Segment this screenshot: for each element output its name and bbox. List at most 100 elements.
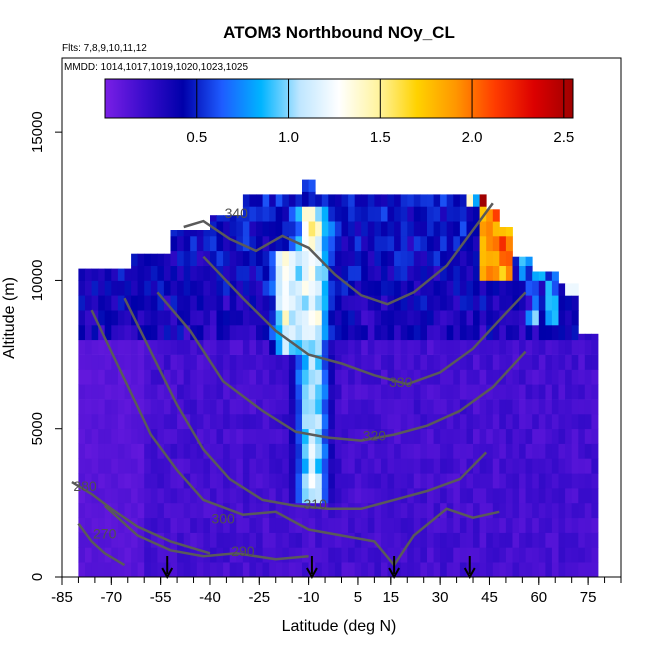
heatmap-cell (505, 488, 513, 504)
heatmap-cell (203, 473, 211, 489)
heatmap-cell (210, 339, 217, 355)
heatmap-cell (348, 547, 356, 563)
heatmap-cell (551, 295, 559, 311)
heatmap-cell (249, 502, 257, 519)
heatmap-cell (532, 488, 540, 504)
heatmap-cell (236, 215, 244, 222)
heatmap-cell (85, 488, 92, 504)
heatmap-cell (479, 250, 487, 266)
heatmap-cell (551, 384, 559, 400)
heatmap-cell (466, 458, 474, 474)
heatmap-cell (196, 369, 204, 385)
heatmap-cell (519, 369, 527, 385)
heatmap-cell (216, 295, 224, 311)
heatmap-cell (137, 562, 145, 577)
heatmap-cell (584, 547, 592, 563)
heatmap-cell (387, 488, 395, 504)
heatmap-cell (453, 458, 461, 474)
heatmap-cell (571, 458, 579, 474)
heatmap-cell (387, 458, 395, 474)
heatmap-cell (288, 458, 296, 474)
heatmap-cell (242, 339, 250, 355)
heatmap-cell (144, 488, 152, 504)
heatmap-cell (479, 295, 487, 311)
heatmap-cell (229, 354, 237, 370)
heatmap-cell (459, 458, 467, 474)
heatmap-cell (269, 413, 277, 430)
heatmap-cell (420, 428, 428, 444)
heatmap-cell (381, 310, 388, 326)
heatmap-cell (242, 250, 250, 266)
heatmap-cell (532, 295, 540, 311)
heatmap-cell (413, 250, 421, 266)
x-axis: -85 -70 -55 -40 -25 -10 5 15 30 45 60 75 (51, 576, 622, 606)
heatmap-cell (492, 250, 500, 266)
heatmap-cell (440, 206, 448, 222)
heatmap-cell (538, 443, 546, 459)
heatmap-cell (210, 517, 217, 533)
heatmap-cell (85, 324, 92, 341)
heatmap-cell (341, 399, 349, 415)
heatmap-cell (341, 413, 349, 430)
heatmap-cell (98, 547, 106, 563)
heatmap-cell (427, 399, 434, 415)
heatmap-cell (302, 502, 309, 519)
heatmap-cell (190, 235, 198, 252)
heatmap-cell (407, 547, 415, 563)
heatmap-cell (473, 310, 480, 326)
heatmap-cell (302, 443, 309, 459)
heatmap-cell (525, 532, 533, 548)
heatmap-cell (124, 458, 132, 474)
heatmap-cell (262, 443, 270, 459)
heatmap-cell (394, 547, 402, 563)
heatmap-cell (216, 384, 224, 400)
heatmap-cell (275, 295, 283, 311)
heatmap-cell (499, 384, 507, 400)
heatmap-cell (367, 473, 375, 489)
heatmap-cell (433, 295, 441, 311)
heatmap-cell (341, 354, 349, 370)
heatmap-cell (499, 458, 507, 474)
heatmap-cell (91, 339, 99, 355)
heatmap-cell (308, 339, 316, 355)
heatmap-cell (479, 324, 487, 341)
heatmap-cell (262, 428, 270, 444)
heatmap-cell (282, 354, 290, 370)
heatmap-cell (177, 562, 185, 577)
heatmap-cell (551, 339, 559, 355)
heatmap-cell (427, 206, 434, 222)
heatmap-cell (387, 339, 395, 355)
heatmap-cell (519, 295, 527, 311)
heatmap-cell (262, 473, 270, 489)
heatmap-cell (144, 295, 152, 311)
heatmap-cell (223, 458, 231, 474)
heatmap-cell (486, 250, 494, 266)
heatmap-cell (196, 310, 204, 326)
heatmap-cell (479, 310, 487, 326)
heatmap-cell (532, 271, 540, 281)
heatmap-cell (210, 235, 217, 252)
heatmap-cell (387, 280, 395, 296)
heatmap-cell (210, 399, 217, 415)
heatmap-cell (558, 324, 566, 341)
heatmap-cell (256, 502, 263, 519)
heatmap-cell (440, 280, 448, 296)
heatmap-cell (420, 354, 428, 370)
heatmap-cell (210, 324, 217, 341)
heatmap-cell (486, 399, 494, 415)
heatmap-cell (78, 428, 86, 444)
heatmap-cell (486, 209, 494, 222)
heatmap-cell (315, 458, 323, 474)
heatmap-cell (308, 517, 316, 533)
heatmap-cell (131, 280, 139, 296)
heatmap-cell (348, 428, 356, 444)
heatmap-cell (512, 280, 520, 296)
heatmap-cell (190, 280, 198, 296)
heatmap-cell (519, 310, 527, 326)
heatmap-cell (453, 295, 461, 311)
heatmap-cell (98, 473, 106, 489)
heatmap-cell (137, 443, 145, 459)
heatmap-cell (282, 265, 290, 281)
heatmap-cell (256, 547, 263, 563)
heatmap-cell (242, 399, 250, 415)
